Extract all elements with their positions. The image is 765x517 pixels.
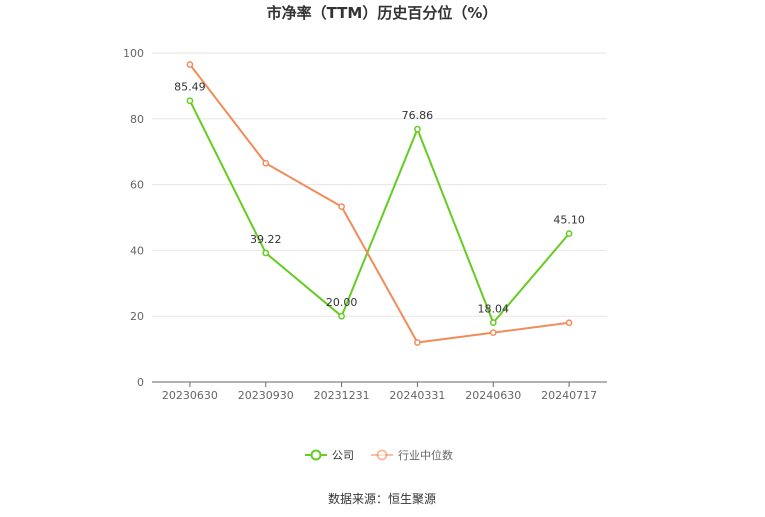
data-label: 85.49 <box>174 81 206 94</box>
x-tick-label: 20240717 <box>541 389 597 402</box>
legend-label: 行业中位数 <box>398 448 453 462</box>
legend-marker-icon <box>310 449 322 461</box>
y-tick-label: 80 <box>130 113 144 126</box>
legend-item: 公司 <box>305 449 354 462</box>
data-point-industry-median <box>414 339 421 346</box>
series-line-company <box>189 100 570 324</box>
series-layer <box>186 61 573 346</box>
legend: 公司 行业中位数 <box>305 448 453 462</box>
data-point-company <box>565 230 573 237</box>
data-point-company <box>489 319 497 326</box>
series-line-industry-median <box>189 63 570 344</box>
data-point-industry-median <box>565 319 573 327</box>
data-point-industry-median <box>262 159 270 167</box>
y-tick-label: 20 <box>130 310 144 323</box>
data-point-company <box>262 249 270 257</box>
chart-title: 市净率（TTM）历史百分位（%） <box>267 4 498 22</box>
legend-item: 行业中位数 <box>371 448 453 462</box>
x-tick-label: 20231231 <box>314 389 370 402</box>
x-tick-label: 20230930 <box>238 389 294 402</box>
axis-layer: 0 20 40 60 80 100 20230630 20230930 20231231 2024… <box>123 47 607 402</box>
x-tick-label: 20240630 <box>465 389 521 402</box>
grid-layer <box>152 52 607 317</box>
data-point-industry-median <box>338 203 345 210</box>
data-label: 39.22 <box>250 233 282 246</box>
x-tick-label: 20240331 <box>389 389 445 402</box>
data-point-company <box>186 97 194 105</box>
data-point-industry-median <box>489 329 497 336</box>
y-tick-label: 0 <box>137 376 144 389</box>
data-point-industry-median <box>186 61 194 68</box>
label-layer: 85.49 39.22 20.00 76.86 18.04 45.10 <box>174 81 585 316</box>
y-tick-label: 40 <box>130 244 144 257</box>
y-tick-label: 60 <box>130 179 144 192</box>
legend-label: 公司 <box>332 449 354 462</box>
data-label: 45.10 <box>553 214 585 227</box>
data-point-company <box>338 312 345 320</box>
x-tick-label: 20230630 <box>162 389 218 402</box>
data-label: 20.00 <box>326 296 358 309</box>
y-tick-label: 100 <box>123 47 144 60</box>
data-label: 18.04 <box>478 303 510 316</box>
legend-marker-icon <box>376 449 388 461</box>
data-point-company <box>414 125 421 133</box>
data-source: 数据来源：恒生聚源 <box>328 491 436 506</box>
data-label: 76.86 <box>402 109 434 122</box>
